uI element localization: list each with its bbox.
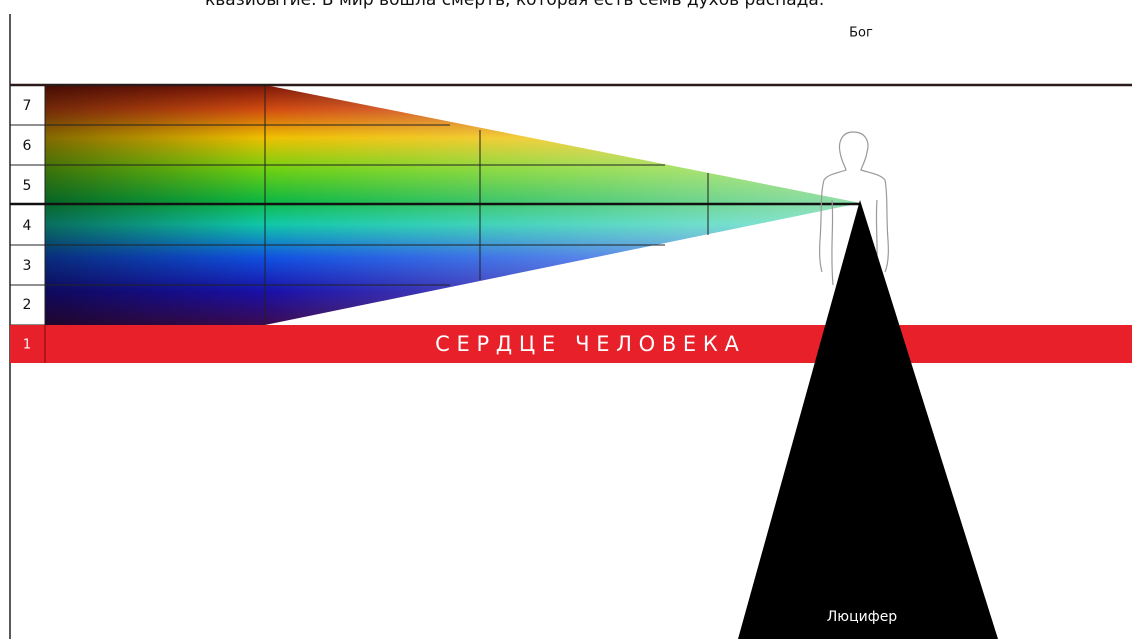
level-number: 3 <box>23 258 32 274</box>
level-number: 6 <box>23 138 32 154</box>
dark-cone <box>738 200 998 639</box>
diagram: квазибытие. В мир вошла смерть, которая … <box>0 0 1132 639</box>
level-number: 2 <box>23 297 32 313</box>
level-number: 4 <box>23 218 32 234</box>
level-number: 7 <box>23 98 32 114</box>
level-number: 1 <box>23 338 31 353</box>
lucifer-label: Люцифер <box>827 609 898 625</box>
caption: квазибытие. В мир вошла смерть, которая … <box>205 0 824 10</box>
god-label: Бог <box>849 26 873 41</box>
level-numbers: 7 6 5 4 3 2 1 <box>23 98 32 353</box>
heart-label: С Е Р Д Ц Е Ч Е Л О В Е К А <box>435 332 739 356</box>
level-number: 5 <box>23 178 32 194</box>
